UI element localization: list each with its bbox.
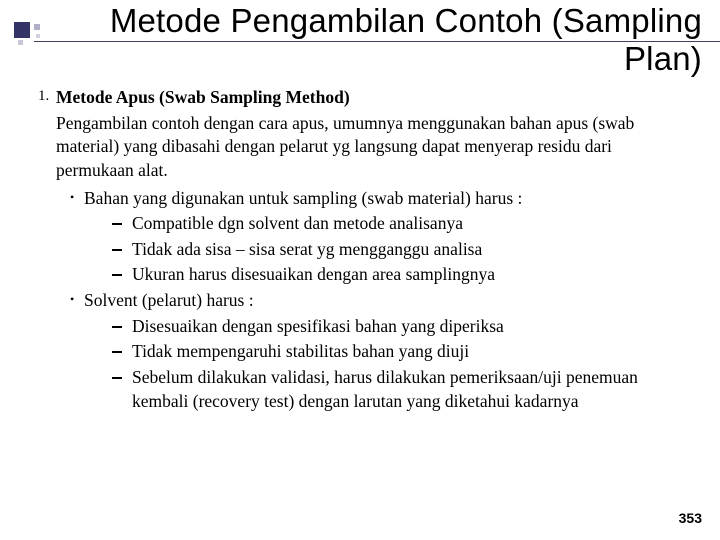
bullet-level2: Tidak ada sisa – sisa serat yg menggangg…	[132, 238, 694, 262]
bullet-level1: Solvent (pelarut) harus :	[84, 289, 694, 313]
page-number: 353	[679, 510, 702, 526]
slide-content: 1. Metode Apus (Swab Sampling Method) Pe…	[56, 86, 694, 415]
bullet-level2: Compatible dgn solvent dan metode analis…	[132, 212, 694, 236]
bullet-level2: Sebelum dilakukan validasi, harus dilaku…	[132, 366, 694, 413]
section-subtitle: Metode Apus (Swab Sampling Method)	[56, 86, 694, 110]
bullet-level2: Disesuaikan dengan spesifikasi bahan yan…	[132, 315, 694, 339]
list-number: 1.	[38, 86, 49, 106]
bullet-text: Solvent (pelarut) harus :	[84, 290, 254, 310]
paragraph-text: Pengambilan contoh dengan cara apus, umu…	[56, 112, 694, 183]
bullet-text: Bahan yang digunakan untuk sampling (swa…	[84, 188, 522, 208]
bullet-level2: Tidak mempengaruhi stabilitas bahan yang…	[132, 340, 694, 364]
bullet-level2: Ukuran harus disesuaikan dengan area sam…	[132, 263, 694, 287]
bullet-level1: Bahan yang digunakan untuk sampling (swa…	[84, 187, 694, 211]
slide-title: Metode Pengambilan Contoh (Sampling Plan…	[80, 2, 702, 78]
